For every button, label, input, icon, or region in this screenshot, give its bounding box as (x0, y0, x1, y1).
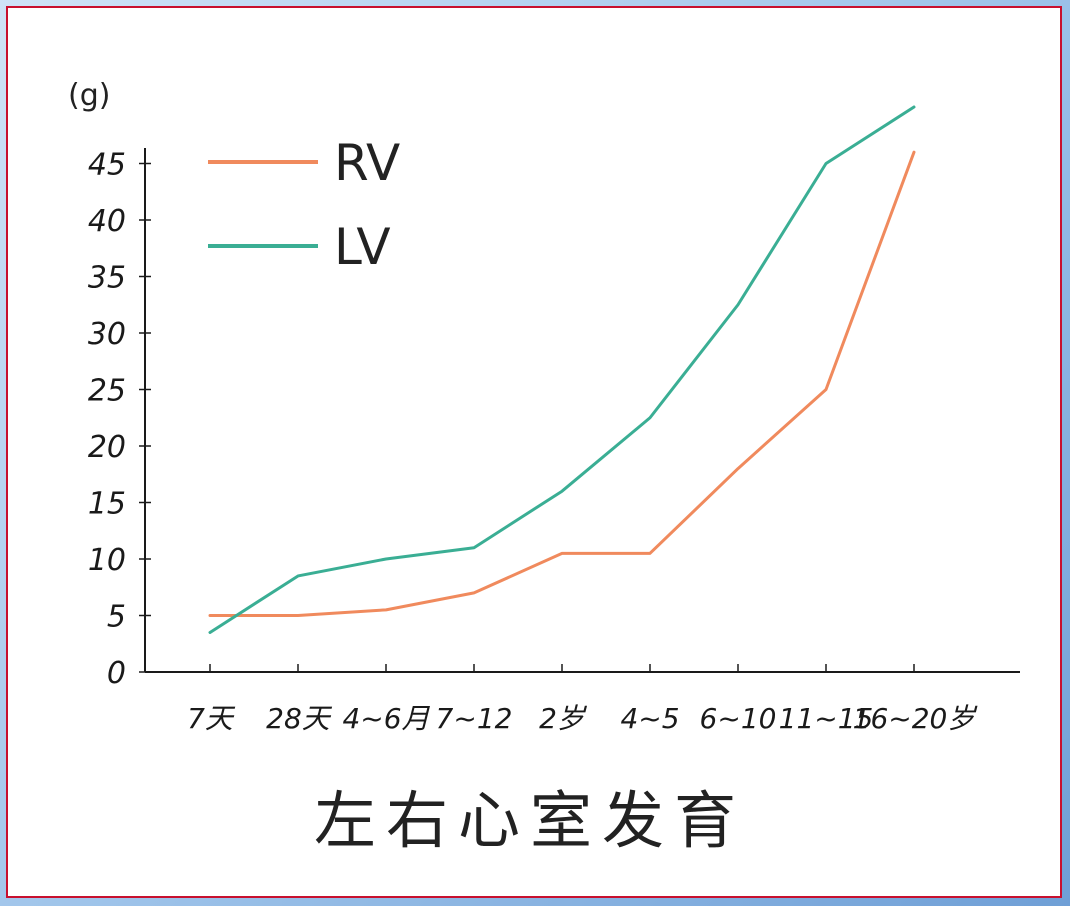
y-ticks: 0 5 10 15 20 25 30 35 40 45 (88, 148, 151, 691)
y-tick-label: 25 (88, 374, 126, 409)
slide-frame (6, 6, 1062, 898)
x-tick-label: 4~5 (620, 702, 679, 735)
series-lines (208, 105, 916, 634)
y-tick-label: 30 (88, 317, 126, 352)
y-tick-label: 15 (88, 487, 126, 522)
x-tick-label: 4~6月 (342, 702, 430, 735)
y-tick-label: 0 (107, 656, 126, 691)
legend-label-lv: LV (334, 218, 391, 276)
x-tick-label: 7天 (187, 702, 236, 735)
x-tick-label: 2岁 (539, 702, 588, 735)
y-tick-label: 35 (88, 261, 126, 296)
legend-label-rv: RV (334, 134, 400, 192)
y-tick-label: 45 (88, 148, 126, 183)
series-line-rv (208, 150, 916, 617)
chart-title: 左右心室发育 (314, 784, 746, 857)
x-tick-label: 16~20岁 (853, 702, 979, 735)
y-unit-label: (g) (68, 78, 110, 113)
x-tick-label: 6~10 (700, 702, 777, 735)
x-tick-label: 11~15 (779, 702, 874, 735)
y-tick-label: 40 (88, 204, 126, 239)
legend: RV LV (208, 134, 400, 276)
x-tick-label: 7~12 (436, 702, 513, 735)
y-tick-label: 20 (88, 430, 126, 465)
x-tick-label: 28天 (266, 702, 333, 735)
y-tick-label: 5 (107, 600, 126, 635)
y-tick-label: 10 (88, 543, 126, 578)
axes (144, 148, 1020, 673)
